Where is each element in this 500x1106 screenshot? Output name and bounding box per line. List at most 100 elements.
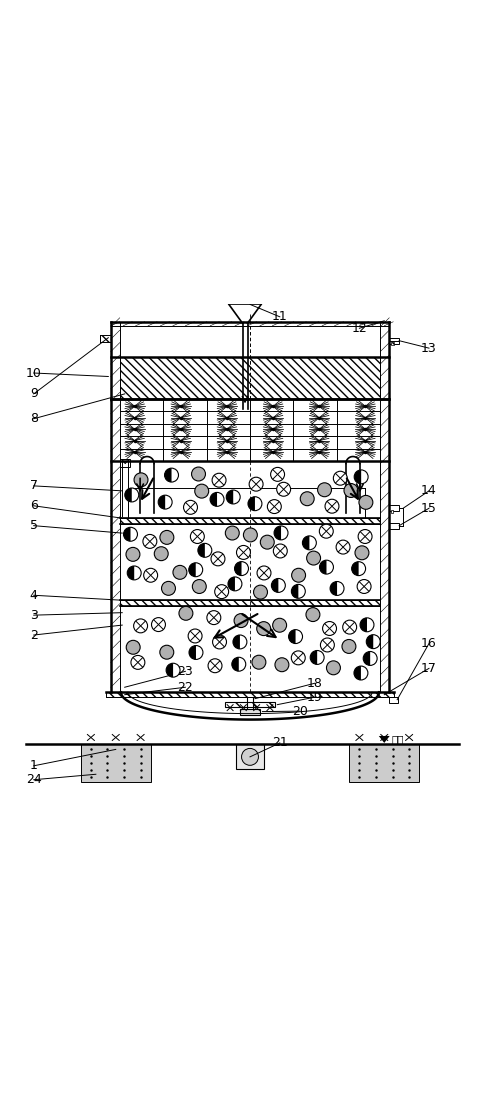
Wedge shape: [366, 635, 373, 648]
Circle shape: [334, 471, 347, 486]
Wedge shape: [198, 543, 205, 557]
Circle shape: [322, 622, 336, 636]
Circle shape: [126, 640, 140, 655]
Text: 1: 1: [30, 760, 38, 772]
Circle shape: [179, 606, 193, 620]
Circle shape: [354, 666, 368, 680]
Bar: [240, 709, 260, 714]
Circle shape: [320, 638, 334, 651]
Circle shape: [126, 547, 140, 562]
Wedge shape: [228, 577, 235, 591]
Circle shape: [190, 530, 204, 543]
Bar: [81, 744, 150, 782]
Circle shape: [162, 582, 175, 595]
Circle shape: [164, 468, 178, 482]
Wedge shape: [302, 536, 310, 550]
Circle shape: [234, 614, 248, 627]
Circle shape: [166, 664, 180, 677]
Text: 24: 24: [26, 773, 42, 786]
Circle shape: [192, 467, 205, 481]
Wedge shape: [158, 495, 165, 509]
Bar: [100, 335, 111, 342]
Wedge shape: [226, 490, 233, 504]
Wedge shape: [354, 470, 361, 483]
Text: 23: 23: [178, 665, 193, 678]
Circle shape: [212, 473, 226, 487]
Circle shape: [192, 580, 206, 594]
Circle shape: [306, 551, 320, 565]
Circle shape: [134, 619, 147, 633]
Text: 7: 7: [30, 479, 38, 492]
Circle shape: [152, 617, 166, 632]
Circle shape: [160, 531, 174, 544]
Circle shape: [254, 585, 268, 599]
Text: 15: 15: [421, 502, 437, 514]
Circle shape: [300, 492, 314, 505]
Wedge shape: [189, 563, 196, 576]
Circle shape: [173, 565, 187, 580]
Circle shape: [144, 568, 158, 582]
Wedge shape: [248, 497, 255, 511]
Circle shape: [360, 618, 374, 632]
Bar: [389, 337, 399, 344]
Circle shape: [292, 568, 306, 582]
Text: 5: 5: [30, 519, 38, 532]
Circle shape: [325, 499, 339, 513]
Circle shape: [310, 650, 324, 665]
Bar: [236, 744, 264, 770]
Circle shape: [228, 577, 242, 591]
Bar: [390, 510, 393, 513]
Circle shape: [211, 552, 225, 566]
Text: 16: 16: [421, 637, 437, 650]
Circle shape: [226, 526, 239, 540]
Circle shape: [268, 500, 281, 513]
Bar: [389, 523, 399, 529]
Text: 2: 2: [30, 628, 38, 641]
Text: 18: 18: [306, 677, 322, 690]
Wedge shape: [310, 650, 317, 665]
Circle shape: [212, 635, 226, 649]
Text: 14: 14: [421, 484, 437, 498]
Text: 4: 4: [30, 588, 38, 602]
Circle shape: [236, 545, 250, 560]
Circle shape: [326, 661, 340, 675]
Circle shape: [207, 611, 221, 625]
Bar: [120, 459, 130, 468]
Circle shape: [195, 484, 208, 498]
Circle shape: [292, 584, 306, 598]
Circle shape: [143, 534, 157, 549]
Wedge shape: [166, 664, 173, 677]
Circle shape: [354, 470, 368, 483]
Polygon shape: [379, 735, 390, 743]
Circle shape: [288, 629, 302, 644]
Bar: [120, 356, 380, 399]
Circle shape: [352, 562, 366, 575]
Text: 10: 10: [26, 366, 42, 379]
Bar: [350, 744, 419, 782]
Text: 8: 8: [30, 413, 38, 425]
Circle shape: [272, 618, 286, 633]
Circle shape: [248, 497, 262, 511]
Circle shape: [208, 659, 222, 672]
Wedge shape: [232, 657, 239, 671]
Circle shape: [272, 578, 285, 593]
Wedge shape: [320, 560, 326, 574]
Circle shape: [188, 629, 202, 643]
Wedge shape: [233, 635, 240, 649]
Circle shape: [359, 495, 373, 509]
Text: 6: 6: [30, 499, 38, 512]
Circle shape: [292, 651, 305, 665]
Wedge shape: [189, 646, 196, 659]
Circle shape: [131, 656, 145, 669]
Circle shape: [214, 585, 228, 598]
Circle shape: [134, 473, 148, 487]
Bar: [120, 599, 380, 606]
Circle shape: [257, 566, 271, 580]
Circle shape: [189, 563, 202, 576]
Circle shape: [252, 655, 266, 669]
Circle shape: [256, 622, 270, 636]
Text: 21: 21: [272, 737, 287, 750]
Text: 20: 20: [292, 705, 308, 718]
Text: 3: 3: [30, 608, 38, 622]
Circle shape: [336, 540, 350, 554]
